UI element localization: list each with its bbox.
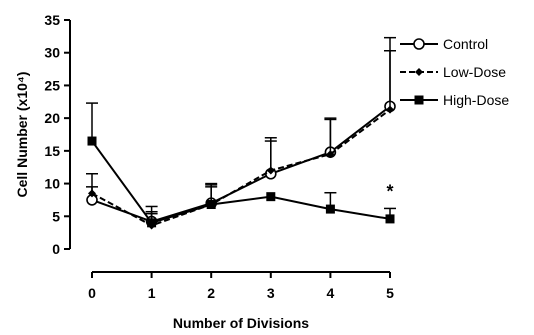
x-tick-label: 4 xyxy=(327,285,335,301)
data-point xyxy=(266,192,276,202)
y-tick-label: 0 xyxy=(52,241,60,257)
axes: 0 5 10 15 20 25 30 35 0 1 2 3 4 5 xyxy=(44,12,394,301)
x-axis-title: Number of Divisions xyxy=(173,315,309,331)
y-tick-label: 15 xyxy=(44,143,60,159)
y-ticks: 0 5 10 15 20 25 30 35 xyxy=(44,12,70,257)
series-line xyxy=(91,105,391,223)
legend: Control Low-Dose High-Dose xyxy=(400,36,509,108)
data-point xyxy=(326,150,335,159)
legend-label: Low-Dose xyxy=(443,64,506,80)
data-point xyxy=(147,218,157,228)
x-tick-label: 3 xyxy=(267,285,275,301)
y-tick-label: 5 xyxy=(52,208,60,224)
plot-area: * xyxy=(86,36,396,230)
y-tick-label: 20 xyxy=(44,110,60,126)
y-tick-label: 25 xyxy=(44,77,60,93)
legend-item: High-Dose xyxy=(400,92,509,108)
data-point xyxy=(385,214,395,224)
significance-asterisk: * xyxy=(386,181,393,201)
legend-label: High-Dose xyxy=(443,92,509,108)
x-tick-label: 0 xyxy=(88,285,96,301)
y-tick-label: 10 xyxy=(44,176,60,192)
x-tick-label: 1 xyxy=(148,285,156,301)
data-point xyxy=(88,189,96,198)
legend-marker xyxy=(414,95,424,105)
series-line xyxy=(91,108,391,227)
legend-marker xyxy=(415,68,423,76)
legend-item: Control xyxy=(400,36,488,52)
x-tick-label: 5 xyxy=(386,285,394,301)
data-point xyxy=(266,166,275,175)
y-tick-label: 30 xyxy=(44,45,60,61)
data-point xyxy=(325,204,335,214)
x-ticks: 0 1 2 3 4 5 xyxy=(88,272,394,301)
legend-item: Low-Dose xyxy=(400,64,506,80)
series-low-dose xyxy=(86,50,396,230)
y-tick-label: 35 xyxy=(44,12,60,28)
data-point xyxy=(386,105,394,114)
legend-label: Control xyxy=(443,36,488,52)
series-high-dose xyxy=(86,102,396,228)
data-point xyxy=(87,136,97,146)
x-tick-label: 2 xyxy=(207,285,215,301)
data-point xyxy=(206,200,216,210)
y-axis-title: Cell Number (x10⁴) xyxy=(14,72,30,198)
series-line xyxy=(91,140,391,224)
legend-marker xyxy=(413,38,425,50)
